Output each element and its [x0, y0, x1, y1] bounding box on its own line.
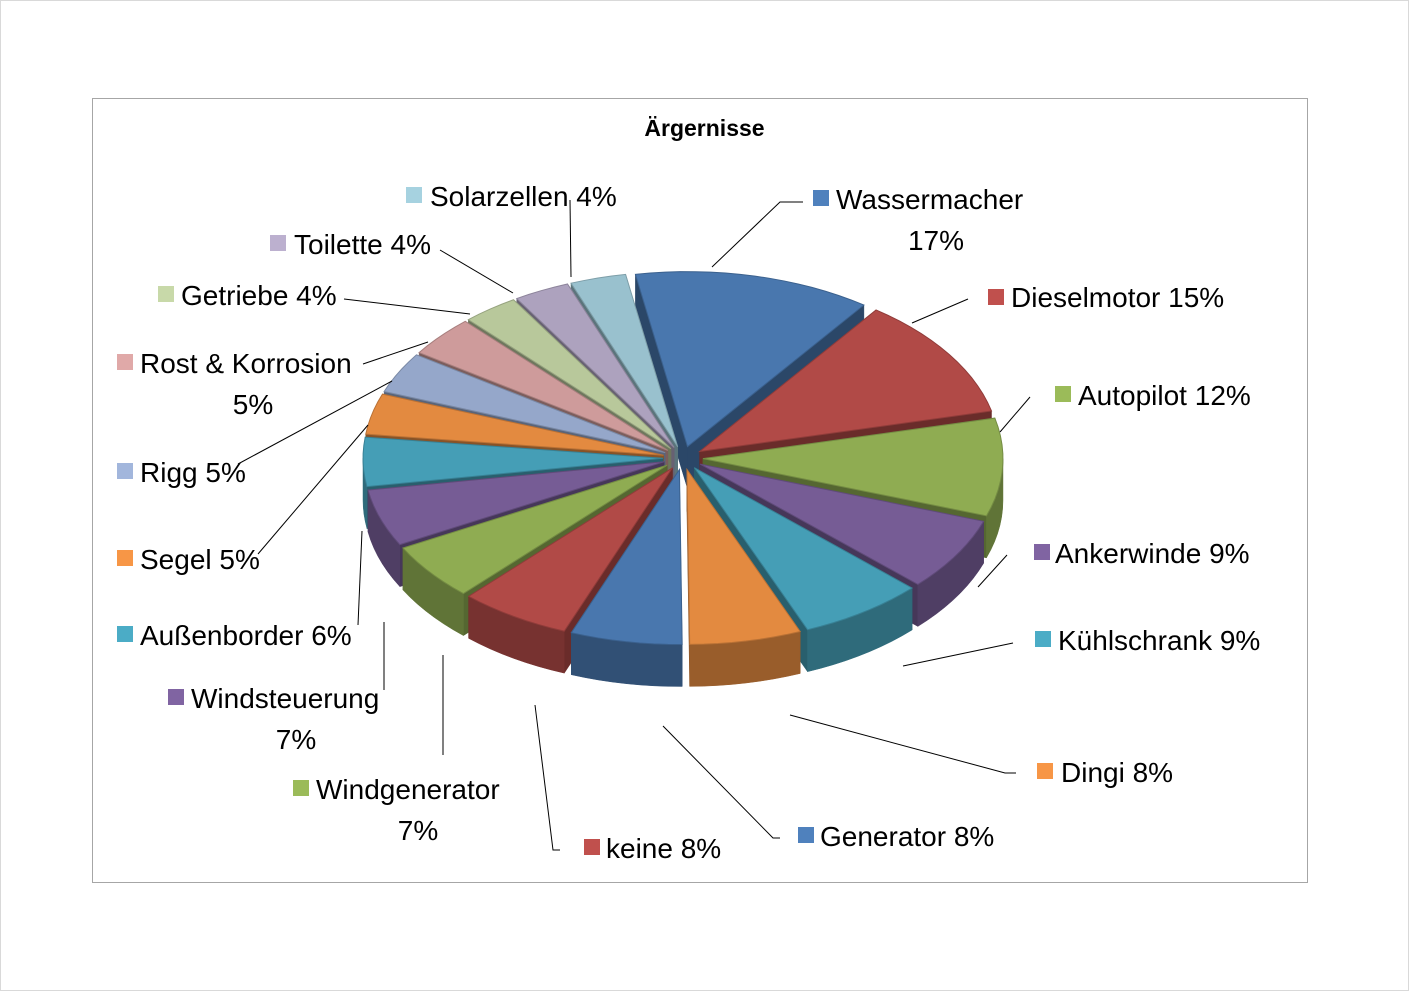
legend-marker-solarzellen — [406, 187, 422, 203]
legend-marker-windgenerator — [293, 780, 309, 796]
pie-slice-getriebe — [467, 299, 672, 450]
legend-marker-generator — [798, 827, 814, 843]
pie-slice-windsteuerung — [367, 461, 665, 546]
legend-marker-rigg — [117, 463, 133, 479]
legend-marker-aussenborder — [117, 626, 133, 642]
leader-line-dieselmotor — [911, 298, 969, 324]
data-label-keine: keine 8% — [606, 833, 721, 864]
legend-marker-keine — [584, 839, 600, 855]
leader-line-generator — [662, 725, 780, 839]
pie-slice-solarzellen — [570, 273, 679, 448]
data-label-value-windsteuerung: 7% — [276, 724, 316, 755]
leader-line-autopilot — [999, 396, 1031, 433]
leader-line-getriebe — [343, 298, 471, 315]
data-label-value-rost-and-korrosion: 5% — [233, 389, 273, 420]
data-label-solarzellen: Solarzellen 4% — [430, 181, 617, 212]
legend-marker-ankerwinde — [1034, 544, 1050, 560]
chart-title: Ärgernisse — [644, 115, 765, 141]
pie-slice-kuehlschrank — [693, 467, 914, 631]
leader-line-toilette — [439, 249, 514, 294]
legend-marker-segel — [117, 550, 133, 566]
legend-marker-rost-and-korrosion — [117, 354, 133, 370]
pie-slice-ankerwinde — [699, 463, 985, 586]
leader-line-ankerwinde — [977, 554, 1008, 588]
data-label-autopilot: Autopilot 12% — [1078, 380, 1251, 411]
leader-line-solarzellen — [569, 199, 572, 278]
data-label-generator: Generator 8% — [820, 821, 994, 852]
pie-slice-segel — [365, 393, 664, 456]
legend-marker-windsteuerung — [168, 689, 184, 705]
legend-marker-toilette — [270, 235, 286, 251]
data-label-dieselmotor: Dieselmotor 15% — [1011, 282, 1224, 313]
pie-slice-autopilot — [702, 417, 1004, 517]
data-label-kuehlschrank: Kühlschrank 9% — [1058, 625, 1260, 656]
pie-slice-generator — [570, 467, 683, 645]
data-label-toilette: Toilette 4% — [294, 229, 431, 260]
data-label-rigg: Rigg 5% — [140, 457, 246, 488]
leader-line-rost-and-korrosion — [362, 341, 429, 365]
legend-marker-dingi — [1037, 763, 1053, 779]
data-label-name-windgenerator: Windgenerator — [316, 774, 500, 805]
pie-slice-wassermacher — [634, 271, 865, 448]
data-label-rost-and-korrosion: Rost & Korrosion — [140, 348, 352, 379]
pie-slice-rigg — [383, 354, 666, 454]
legend-marker-dieselmotor — [988, 289, 1004, 305]
pie-slice-rost-and-korrosion — [418, 320, 669, 451]
pie-slice-toilette — [515, 283, 675, 448]
pie-slice-windgenerator — [402, 464, 668, 595]
pie-slice-keine — [467, 467, 673, 632]
data-label-value-windgenerator: 7% — [398, 815, 438, 846]
legend-marker-kuehlschrank — [1035, 631, 1051, 647]
leader-line-dingi — [789, 714, 1016, 774]
data-label-value-wassermacher: 17% — [908, 225, 964, 256]
data-label-dingi: Dingi 8% — [1061, 757, 1173, 788]
data-label-name-wassermacher: Wassermacher — [836, 184, 1023, 215]
data-label-segel: Segel 5% — [140, 544, 260, 575]
leader-line-segel — [257, 424, 369, 555]
legend-marker-autopilot — [1055, 386, 1071, 402]
data-label-aussenborder: Außenborder 6% — [140, 620, 352, 651]
data-label-name-windsteuerung: Windsteuerung — [191, 683, 379, 714]
leader-line-aussenborder — [357, 530, 363, 626]
legend-marker-wassermacher — [813, 190, 829, 206]
leader-line-kuehlschrank — [902, 642, 1014, 667]
legend-marker-getriebe — [158, 286, 174, 302]
pie-slice-dingi — [686, 467, 802, 645]
data-label-getriebe: Getriebe 4% — [181, 280, 337, 311]
leader-line-rigg — [237, 380, 393, 465]
leader-line-keine — [534, 704, 560, 851]
pie-slice-dieselmotor — [697, 309, 993, 453]
pie-slice-aussenborder — [362, 436, 664, 488]
leader-line-wassermacher — [711, 201, 803, 268]
data-label-ankerwinde: Ankerwinde 9% — [1055, 538, 1250, 569]
